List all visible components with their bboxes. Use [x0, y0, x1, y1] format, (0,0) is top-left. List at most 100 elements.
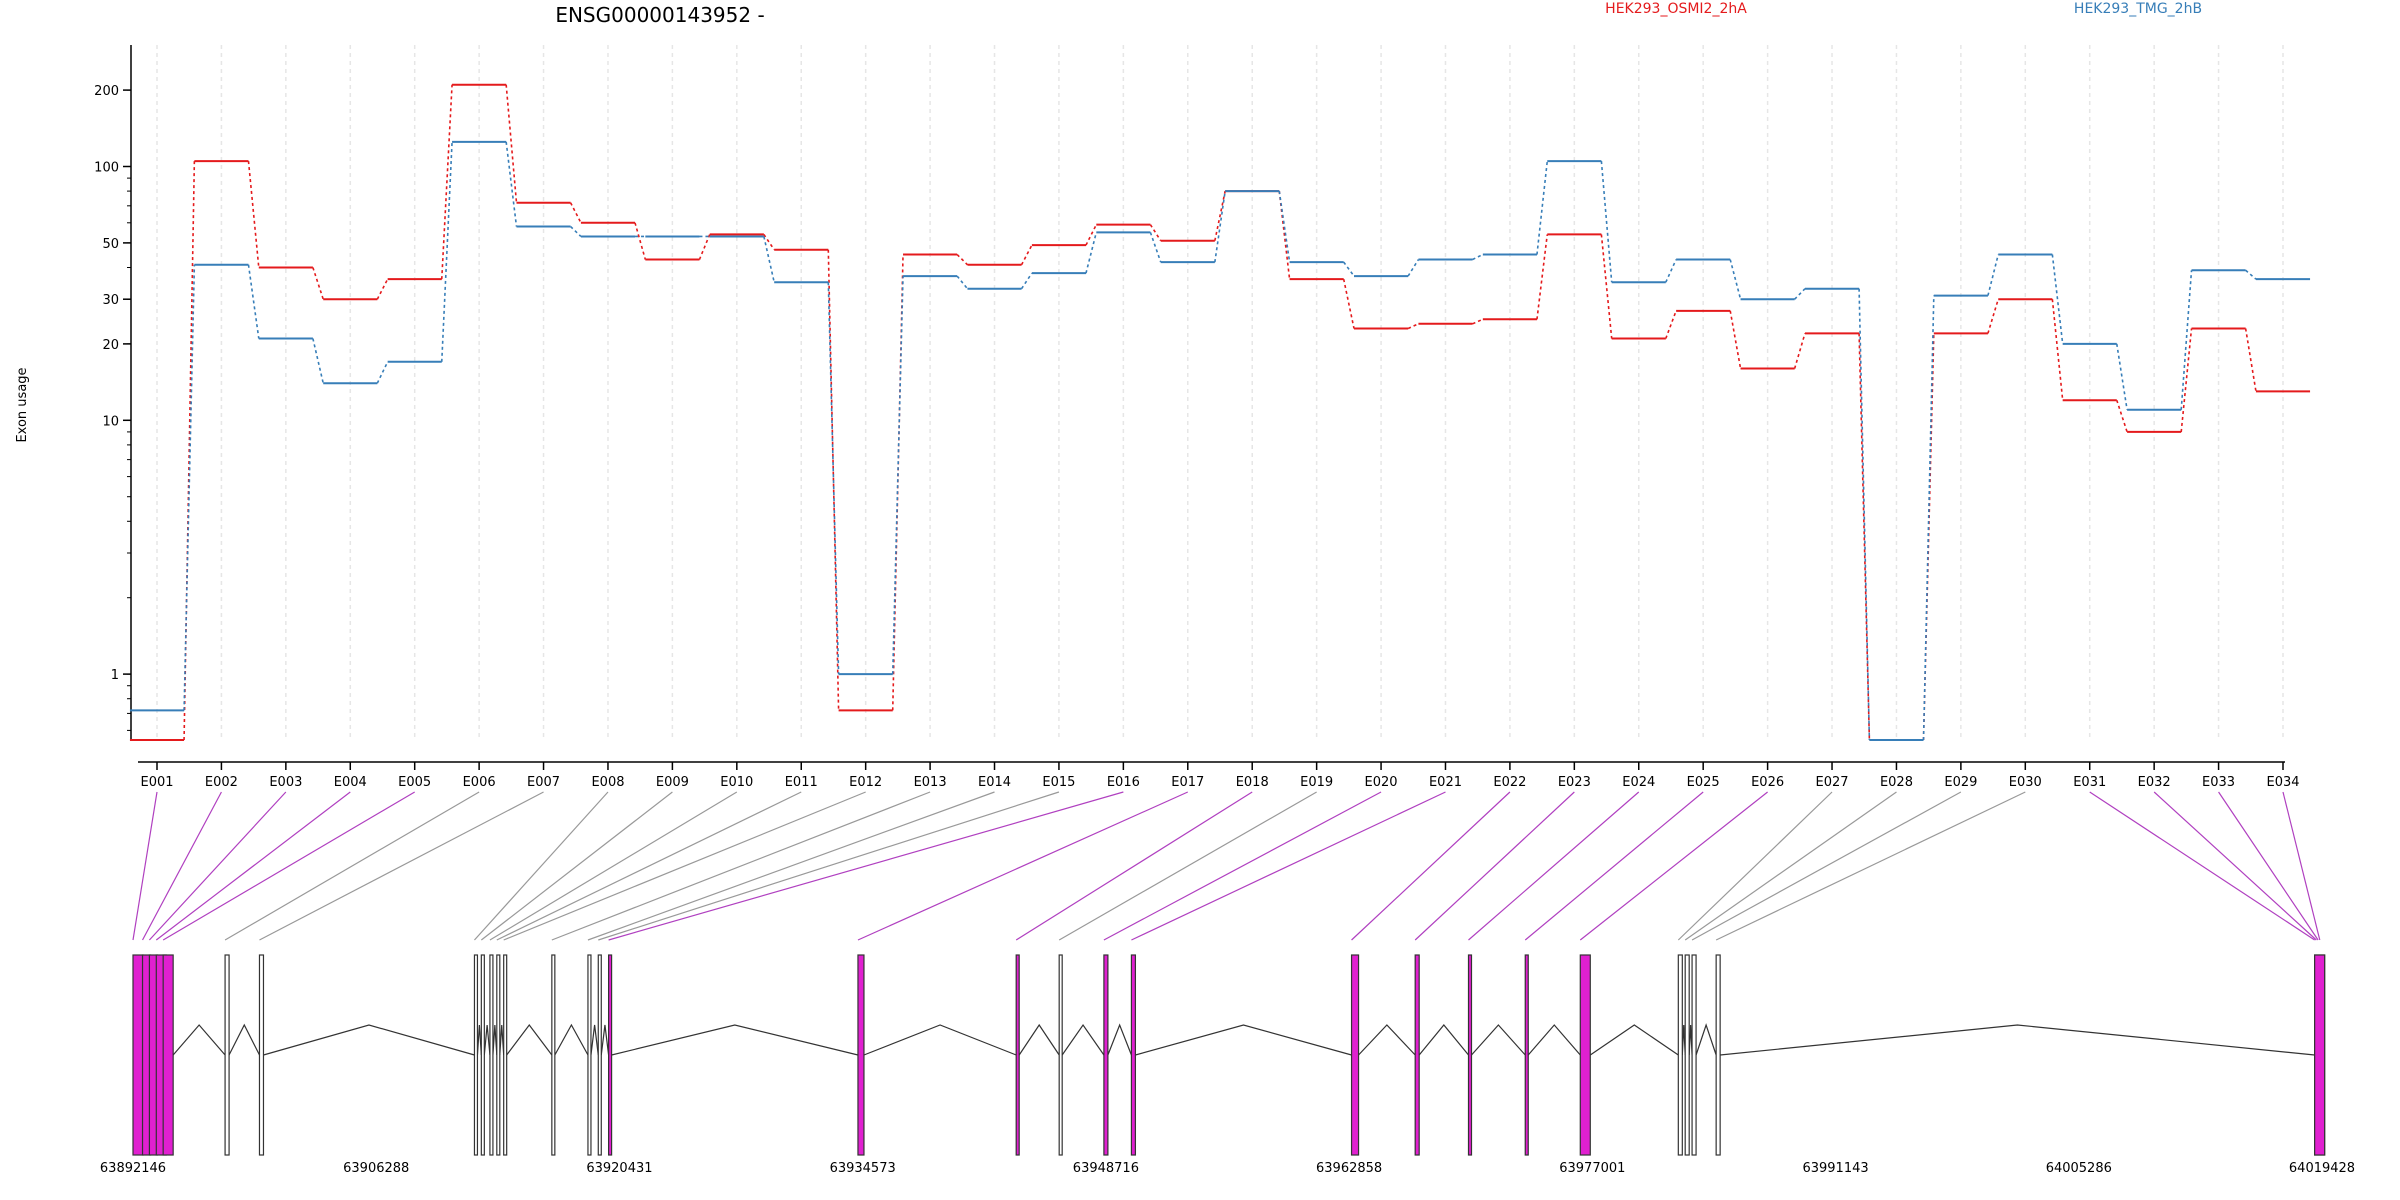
x-tick-label-E019: E019 [1300, 775, 1333, 790]
exon-connector-E030 [1715, 791, 2026, 941]
exon-connector-E024 [1468, 791, 1640, 941]
exon-box-E027 [1677, 954, 1683, 1156]
x-tick-label-E005: E005 [398, 775, 431, 790]
series-2-connector [440, 141, 453, 362]
exon-connector-E028 [1684, 791, 1897, 941]
intron-26 [1589, 1024, 1679, 1056]
intron-20 [1107, 1023, 1132, 1056]
x-tick-label-E029: E029 [1944, 775, 1977, 790]
intron-9 [483, 1024, 491, 1056]
series-2-connector [2245, 269, 2257, 280]
series-1-connector [247, 161, 260, 268]
intron-7 [263, 1024, 475, 1056]
x-tick-label-E032: E032 [2138, 775, 2171, 790]
exon-connector-E033 [2218, 791, 2319, 941]
exon-box-E001 [132, 954, 144, 1156]
exon-box-E005 [162, 954, 174, 1156]
series-2-connector [1922, 295, 1935, 741]
series-2-connector [505, 141, 518, 227]
series-1-connector [312, 267, 324, 300]
exon-connector-E034 [2282, 791, 2321, 941]
series-2-connector [763, 236, 775, 283]
exon-connector-E003 [148, 791, 287, 941]
x-tick-label-E003: E003 [269, 775, 302, 790]
genomic-tick-label-5: 63948716 [1073, 1161, 1139, 1176]
exon-box-E025 [1524, 954, 1529, 1156]
series-1-connector [1407, 323, 1419, 330]
intron-17 [863, 1024, 1017, 1056]
series-2-connector [1794, 288, 1806, 300]
series-1-connector [2244, 328, 2257, 392]
series-2-connector [312, 338, 324, 384]
exon-connector-E021 [1131, 791, 1446, 941]
exon-connector-E015 [598, 791, 1060, 941]
x-tick-label-E010: E010 [720, 775, 753, 790]
exon-box-E011 [496, 954, 501, 1156]
series-2-connector [1343, 261, 1355, 277]
series-2-connector [570, 225, 582, 238]
x-tick-label-E024: E024 [1622, 775, 1655, 790]
exon-connector-E032 [2153, 791, 2317, 941]
series-1-connector [376, 278, 389, 300]
intron-30 [1720, 1024, 2315, 1056]
series-2-connector [1214, 190, 1226, 263]
series-2-connector [1729, 259, 1742, 300]
x-tick-label-E020: E020 [1365, 775, 1398, 790]
series-1-connector [440, 84, 453, 280]
x-tick-label-E033: E033 [2202, 775, 2235, 790]
exon-box-E028 [1684, 954, 1690, 1156]
series-1-connector [1085, 224, 1098, 246]
exon-box-E006 [224, 954, 230, 1156]
exon-box-E021 [1130, 954, 1137, 1156]
exon-box-E034 [2314, 954, 2326, 1156]
x-tick-label-E011: E011 [785, 775, 818, 790]
exon-box-E010 [489, 954, 494, 1156]
x-tick-label-E025: E025 [1687, 775, 1720, 790]
series-2-connector [1600, 161, 1613, 283]
x-tick-label-E012: E012 [849, 775, 882, 790]
series-2-connector [956, 275, 969, 290]
genomic-tick-label-9: 64005286 [2046, 1161, 2112, 1176]
intron-13 [554, 1023, 589, 1056]
intron-14 [590, 1024, 599, 1056]
series-1-connector [1342, 278, 1355, 329]
exon-box-E026 [1579, 954, 1591, 1156]
intron-12 [506, 1024, 553, 1056]
series-1-connector [2051, 299, 2064, 401]
exon-connector-E029 [1691, 791, 1962, 941]
intron-21 [1135, 1024, 1352, 1056]
series-1-connector [1729, 310, 1742, 369]
intron-29 [1695, 1023, 1717, 1056]
series-2-connector [1278, 190, 1291, 263]
intron-8 [476, 1024, 482, 1056]
series-2-connector [827, 282, 840, 675]
intron-25 [1527, 1024, 1581, 1056]
x-tick-label-E015: E015 [1042, 775, 1075, 790]
series-1-connector [2180, 328, 2193, 432]
x-tick-label-E022: E022 [1493, 775, 1526, 790]
exon-box-E013 [551, 954, 556, 1156]
exon-connector-E001 [132, 791, 158, 941]
series-1-connector [183, 161, 196, 741]
intron-11 [499, 1024, 505, 1056]
series-1-connector [1214, 190, 1226, 241]
exon-box-E029 [1691, 954, 1697, 1156]
series-1-connector [1665, 310, 1677, 339]
x-tick-label-E016: E016 [1107, 775, 1140, 790]
exon-connector-E007 [259, 791, 544, 941]
x-tick-label-E008: E008 [591, 775, 624, 790]
exon-box-E008 [473, 954, 479, 1156]
exon-connector-E019 [1058, 791, 1317, 941]
chart-title: ENSG00000143952 - [555, 3, 764, 27]
exon-connector-E016 [608, 791, 1124, 941]
exon-connector-E022 [1351, 791, 1511, 941]
exon-connector-E013 [551, 791, 931, 941]
y-tick-label-1: 1 [111, 668, 119, 683]
exon-box-E024 [1467, 954, 1473, 1156]
y-axis-label: Exon usage [15, 367, 30, 442]
x-tick-label-E009: E009 [656, 775, 689, 790]
intron-19 [1061, 1023, 1105, 1056]
exon-box-E012 [503, 954, 508, 1156]
genomic-tick-label-6: 63962858 [1316, 1161, 1382, 1176]
